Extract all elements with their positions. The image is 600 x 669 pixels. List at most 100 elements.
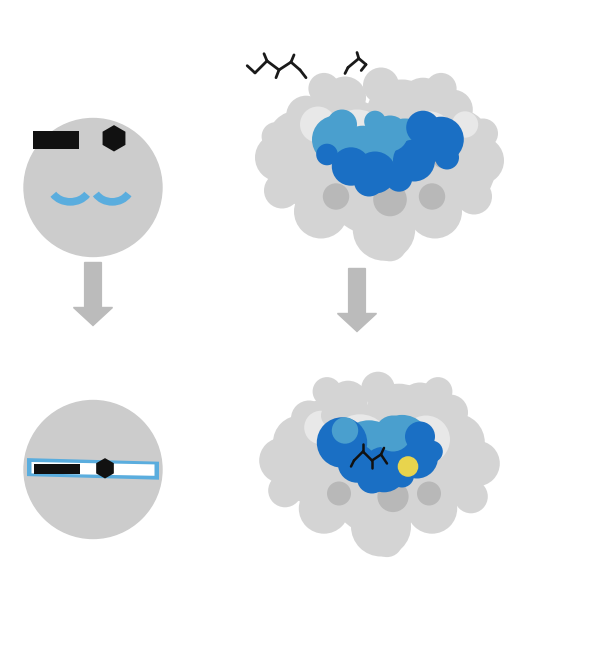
Circle shape bbox=[357, 403, 465, 512]
Circle shape bbox=[378, 118, 432, 173]
FancyArrow shape bbox=[74, 262, 113, 326]
Circle shape bbox=[429, 110, 489, 169]
FancyBboxPatch shape bbox=[34, 464, 80, 474]
Circle shape bbox=[297, 397, 363, 464]
Circle shape bbox=[364, 384, 434, 454]
Circle shape bbox=[354, 167, 384, 197]
Circle shape bbox=[268, 110, 326, 169]
Circle shape bbox=[329, 414, 391, 477]
Circle shape bbox=[432, 395, 468, 430]
Circle shape bbox=[267, 128, 345, 205]
Circle shape bbox=[405, 421, 435, 452]
Circle shape bbox=[434, 153, 448, 168]
Circle shape bbox=[373, 183, 407, 216]
Circle shape bbox=[424, 377, 452, 406]
Circle shape bbox=[268, 474, 302, 507]
Circle shape bbox=[361, 447, 407, 492]
Circle shape bbox=[390, 464, 414, 488]
Circle shape bbox=[456, 179, 492, 215]
Circle shape bbox=[417, 482, 441, 506]
Circle shape bbox=[332, 417, 358, 444]
Polygon shape bbox=[32, 462, 155, 476]
Circle shape bbox=[273, 415, 327, 470]
Circle shape bbox=[291, 401, 327, 436]
Circle shape bbox=[313, 377, 341, 406]
Circle shape bbox=[294, 185, 348, 239]
Circle shape bbox=[299, 483, 349, 534]
Circle shape bbox=[396, 436, 438, 478]
Circle shape bbox=[417, 130, 495, 209]
Circle shape bbox=[24, 118, 162, 256]
Circle shape bbox=[419, 183, 445, 209]
Circle shape bbox=[406, 110, 440, 145]
Circle shape bbox=[317, 417, 367, 468]
Circle shape bbox=[286, 96, 326, 135]
Circle shape bbox=[357, 464, 387, 494]
Circle shape bbox=[321, 403, 345, 427]
Circle shape bbox=[399, 383, 441, 425]
Circle shape bbox=[361, 372, 395, 405]
Circle shape bbox=[300, 106, 336, 142]
Circle shape bbox=[427, 413, 485, 471]
Circle shape bbox=[454, 480, 488, 513]
Circle shape bbox=[425, 73, 457, 104]
Circle shape bbox=[323, 183, 349, 209]
Circle shape bbox=[327, 482, 351, 506]
Circle shape bbox=[396, 157, 414, 175]
Circle shape bbox=[371, 526, 403, 557]
Circle shape bbox=[456, 136, 504, 185]
Circle shape bbox=[357, 98, 471, 211]
Circle shape bbox=[421, 441, 443, 462]
Circle shape bbox=[407, 483, 457, 534]
Circle shape bbox=[320, 442, 340, 461]
Circle shape bbox=[418, 116, 464, 163]
Circle shape bbox=[433, 90, 473, 129]
Circle shape bbox=[414, 434, 486, 506]
FancyBboxPatch shape bbox=[33, 131, 79, 149]
Circle shape bbox=[312, 116, 360, 163]
Circle shape bbox=[454, 441, 500, 486]
Circle shape bbox=[404, 111, 454, 162]
Circle shape bbox=[316, 144, 338, 165]
Circle shape bbox=[364, 110, 386, 132]
Circle shape bbox=[338, 444, 376, 483]
Circle shape bbox=[304, 411, 338, 444]
Circle shape bbox=[408, 185, 462, 239]
Circle shape bbox=[375, 415, 411, 452]
Circle shape bbox=[334, 126, 392, 183]
Circle shape bbox=[338, 420, 400, 483]
Circle shape bbox=[264, 173, 300, 209]
Circle shape bbox=[353, 157, 367, 171]
Circle shape bbox=[255, 134, 303, 181]
Circle shape bbox=[435, 145, 459, 169]
Circle shape bbox=[324, 110, 390, 175]
Circle shape bbox=[308, 73, 340, 104]
Circle shape bbox=[351, 496, 411, 557]
Circle shape bbox=[400, 78, 446, 123]
Polygon shape bbox=[27, 458, 159, 480]
Circle shape bbox=[366, 80, 438, 151]
Polygon shape bbox=[103, 125, 125, 151]
Circle shape bbox=[363, 68, 399, 104]
Circle shape bbox=[327, 110, 357, 140]
Circle shape bbox=[262, 122, 290, 151]
Circle shape bbox=[282, 98, 402, 217]
Circle shape bbox=[452, 111, 478, 138]
Circle shape bbox=[332, 147, 370, 186]
Polygon shape bbox=[96, 458, 114, 478]
Circle shape bbox=[353, 198, 415, 261]
Circle shape bbox=[372, 116, 408, 151]
Circle shape bbox=[324, 76, 366, 118]
FancyArrow shape bbox=[337, 268, 377, 332]
Circle shape bbox=[373, 415, 431, 472]
Circle shape bbox=[386, 165, 412, 192]
Circle shape bbox=[377, 481, 409, 512]
Circle shape bbox=[259, 438, 305, 483]
Circle shape bbox=[402, 415, 450, 464]
Circle shape bbox=[398, 457, 418, 476]
Circle shape bbox=[373, 227, 407, 262]
Circle shape bbox=[273, 430, 345, 502]
Circle shape bbox=[354, 151, 396, 193]
Circle shape bbox=[294, 403, 408, 518]
Circle shape bbox=[393, 140, 435, 181]
